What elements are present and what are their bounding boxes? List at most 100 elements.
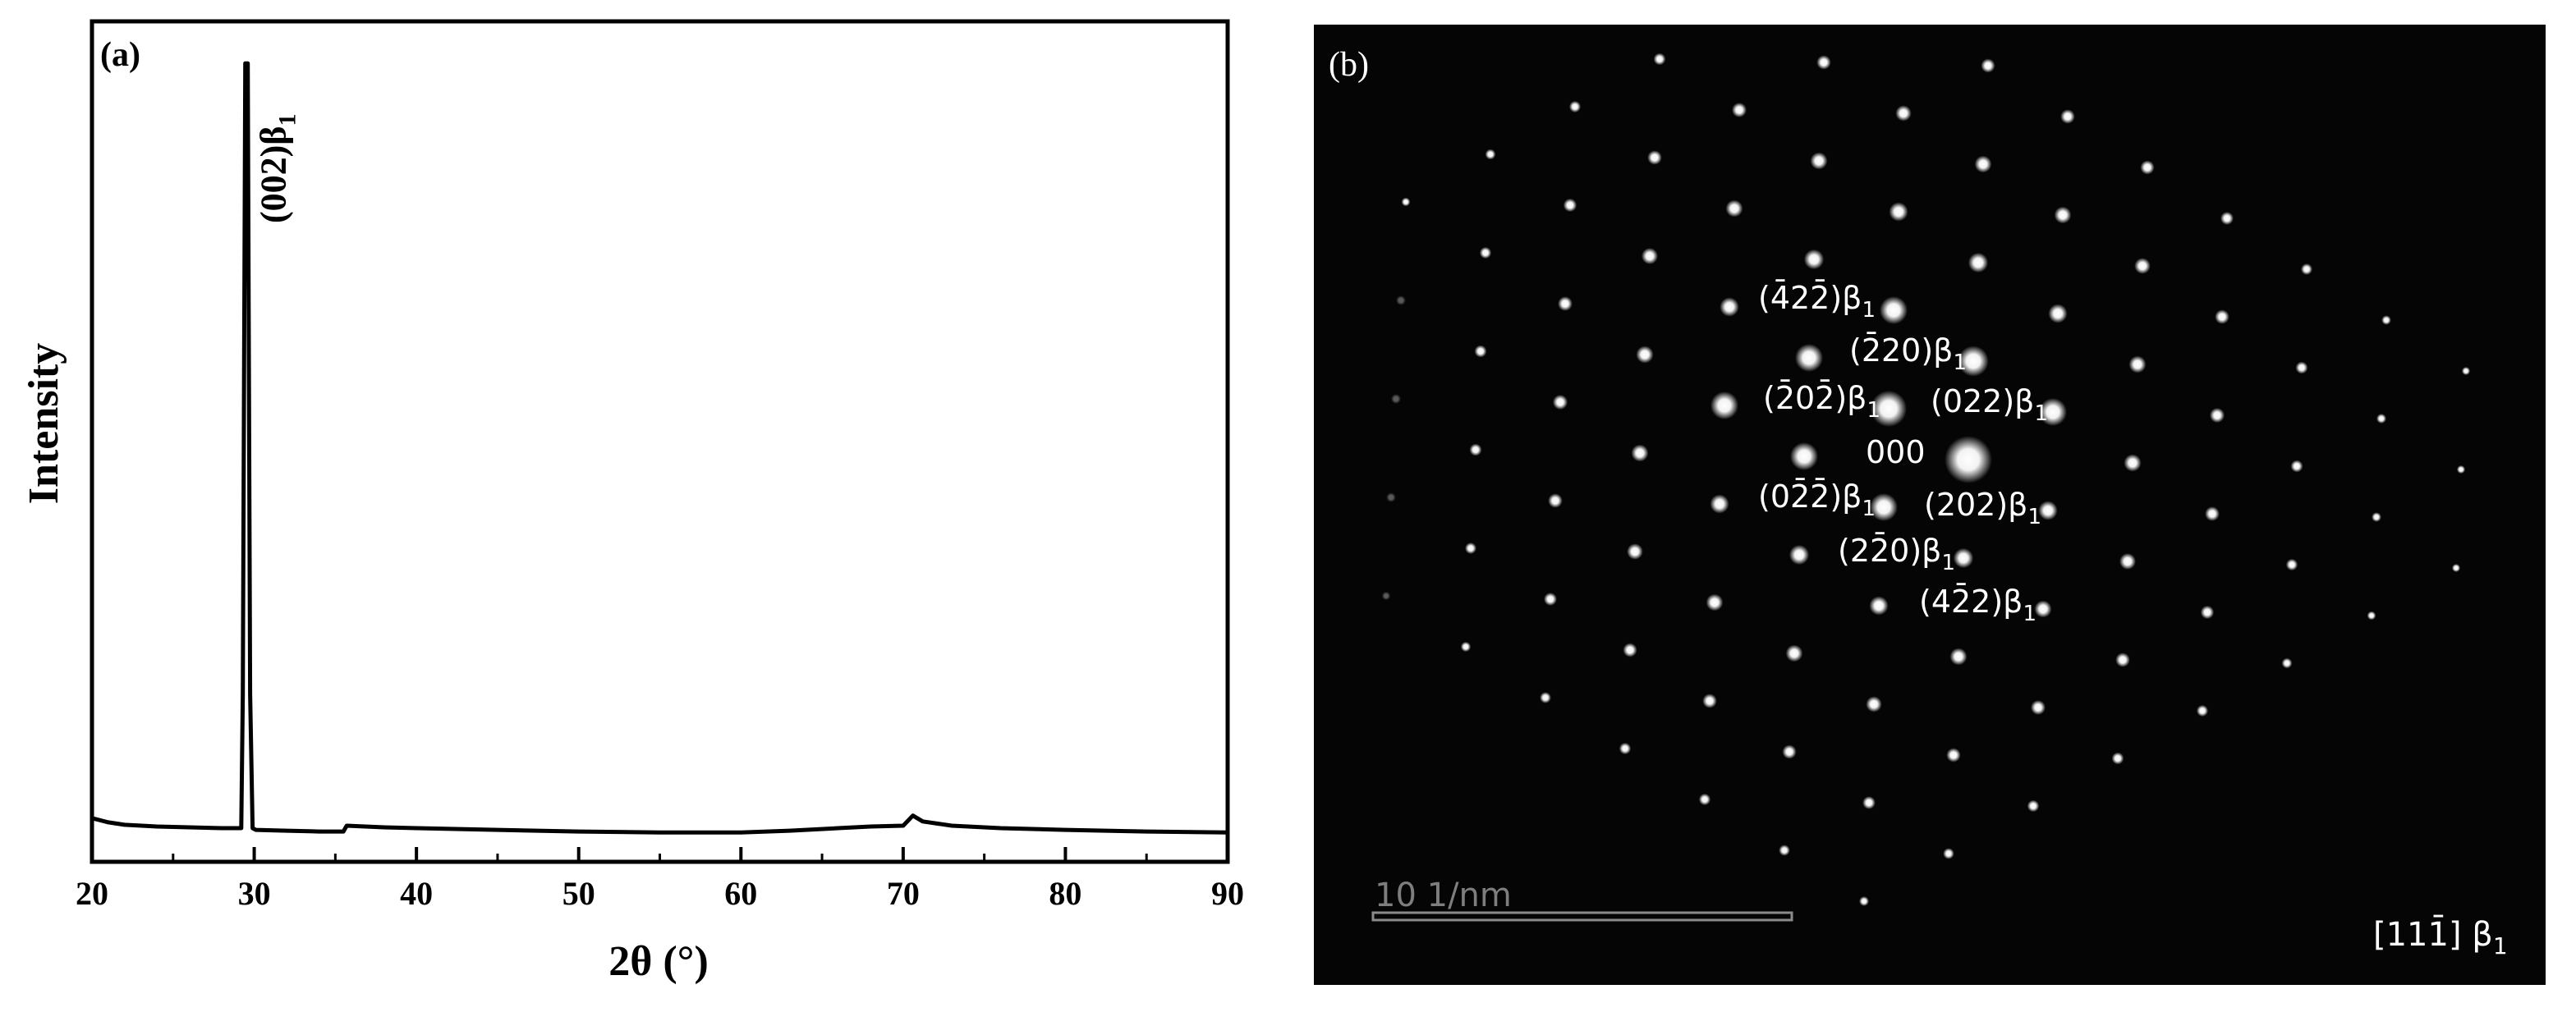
x-tick-label: 30 bbox=[238, 875, 271, 912]
diffraction-spot bbox=[2039, 398, 2067, 426]
scale-bar bbox=[1371, 911, 1793, 922]
spot-label: (42̄2)β1 bbox=[1919, 584, 2036, 626]
diffraction-spot bbox=[1725, 199, 1743, 218]
diffraction-spot bbox=[2456, 465, 2466, 474]
spot-label: (22̄0)β1 bbox=[1838, 533, 1955, 575]
diffraction-spot bbox=[1698, 793, 1711, 806]
diffraction-spot bbox=[1779, 845, 1790, 856]
diffraction-spot bbox=[1790, 442, 1818, 470]
diffraction-spot bbox=[2124, 454, 2142, 472]
diffraction-spot bbox=[1866, 696, 1882, 712]
saed-background bbox=[1314, 25, 2546, 985]
diffraction-spot bbox=[1862, 796, 1876, 809]
diffraction-spot bbox=[1548, 493, 1563, 508]
diffraction-spot bbox=[2060, 109, 2075, 124]
diffraction-spot bbox=[2200, 605, 2215, 620]
diffraction-spot bbox=[2281, 657, 2293, 669]
diffraction-spot bbox=[1946, 748, 1961, 762]
diffraction-spot bbox=[2290, 460, 2303, 473]
spot-label: (202)β1 bbox=[1924, 487, 2041, 529]
diffraction-spot bbox=[1870, 390, 1908, 428]
diffraction-spot bbox=[1945, 436, 1992, 483]
diffraction-spot bbox=[2048, 304, 2068, 323]
diffraction-spot bbox=[1953, 547, 1974, 569]
xrd-series-line bbox=[91, 61, 1228, 835]
diffraction-spot bbox=[2461, 366, 2471, 376]
diffraction-spot bbox=[1782, 744, 1797, 759]
saed-spots bbox=[1381, 53, 2471, 906]
diffraction-spot bbox=[1706, 593, 1724, 611]
diffraction-spot bbox=[1552, 394, 1568, 410]
diffraction-spot bbox=[1381, 591, 1391, 601]
diffraction-spot bbox=[1710, 494, 1729, 514]
diffraction-spot bbox=[1465, 543, 1476, 554]
diffraction-spot bbox=[2034, 600, 2052, 618]
diffraction-spot bbox=[2285, 558, 2298, 571]
diffraction-spot bbox=[1401, 197, 1411, 207]
x-tick-label: 90 bbox=[1211, 875, 1244, 912]
diffraction-spot bbox=[1789, 544, 1810, 566]
x-tick-label: 60 bbox=[724, 875, 757, 912]
diffraction-spot bbox=[2381, 315, 2391, 325]
diffraction-spot bbox=[2295, 361, 2308, 374]
diffraction-spot bbox=[2209, 407, 2225, 424]
diffraction-spot bbox=[1859, 896, 1869, 906]
diffraction-spot bbox=[1558, 296, 1573, 311]
diffraction-spot bbox=[1889, 202, 1908, 222]
diffraction-spot bbox=[2140, 160, 2155, 175]
diffraction-spot bbox=[1647, 150, 1662, 165]
diffraction-spot bbox=[1636, 346, 1654, 364]
diffraction-spot bbox=[1943, 848, 1954, 859]
diffraction-spot bbox=[1795, 344, 1823, 372]
x-tick-label: 80 bbox=[1049, 875, 1081, 912]
diffraction-spot bbox=[1949, 648, 1968, 666]
diffraction-spot bbox=[2220, 212, 2234, 225]
spot-label: (4̄22̄)β1 bbox=[1758, 280, 1876, 323]
diffraction-spot bbox=[1460, 641, 1472, 653]
diffraction-spot bbox=[2367, 611, 2376, 620]
diffraction-spot bbox=[1720, 297, 1739, 317]
x-tick-label: 70 bbox=[887, 875, 920, 912]
diffraction-spot bbox=[1391, 394, 1401, 404]
diffraction-spot bbox=[1479, 246, 1492, 259]
diffraction-spot bbox=[1619, 742, 1632, 755]
diffraction-spot bbox=[1732, 103, 1747, 117]
scale-bar-label: 10 1/nm bbox=[1375, 877, 1512, 914]
xrd-x-axis-label: 2θ (°) bbox=[608, 938, 709, 985]
diffraction-spot bbox=[2115, 653, 2130, 667]
spot-label: (2̄20)β1 bbox=[1849, 332, 1967, 375]
spot-label: 000 bbox=[1866, 434, 1926, 470]
diffraction-spot bbox=[1540, 692, 1551, 703]
zone-axis-label: [111̄] β1 bbox=[2373, 914, 2508, 959]
diffraction-spot bbox=[2372, 512, 2381, 522]
diffraction-spot bbox=[1810, 152, 1828, 170]
peak-label-002: (002)β1 bbox=[254, 114, 301, 224]
diffraction-spot bbox=[2031, 700, 2046, 715]
diffraction-spot bbox=[2128, 355, 2147, 373]
saed-spot-labels: 000(022)β1 (202)β1(22̄0)β1 (02̄2̄)β1 (2̄02̄… bbox=[1758, 280, 2048, 626]
diffraction-spot bbox=[1880, 296, 1908, 324]
diffraction-spot bbox=[1544, 593, 1557, 606]
diffraction-spot bbox=[1627, 543, 1643, 560]
diffraction-spot bbox=[2205, 506, 2220, 521]
xrd-x-ticks: 20 30 40 50 60 70 80 90 bbox=[76, 847, 1244, 912]
diffraction-spot bbox=[1469, 443, 1482, 456]
diffraction-spot bbox=[1816, 55, 1831, 70]
x-tick-label: 50 bbox=[562, 875, 595, 912]
xrd-panel-label: (a) bbox=[100, 36, 140, 74]
diffraction-spot bbox=[1396, 295, 1406, 305]
diffraction-spot bbox=[2215, 309, 2229, 324]
diffraction-spot bbox=[1785, 644, 1803, 662]
diffraction-spot bbox=[1485, 149, 1496, 160]
diffraction-spot bbox=[2111, 752, 2124, 765]
diffraction-spot bbox=[2054, 206, 2072, 224]
diffraction-spot bbox=[1623, 643, 1637, 657]
diffraction-spot bbox=[1710, 392, 1738, 419]
spot-label: (2̄02̄)β1 bbox=[1763, 380, 1880, 423]
diffraction-spot bbox=[1631, 444, 1649, 462]
diffraction-spot bbox=[1386, 492, 1396, 502]
diffraction-spot bbox=[1642, 248, 1658, 264]
x-tick-label: 20 bbox=[76, 875, 108, 912]
diffraction-spot bbox=[1563, 198, 1577, 213]
saed-panel-label: (b) bbox=[1329, 46, 1369, 84]
